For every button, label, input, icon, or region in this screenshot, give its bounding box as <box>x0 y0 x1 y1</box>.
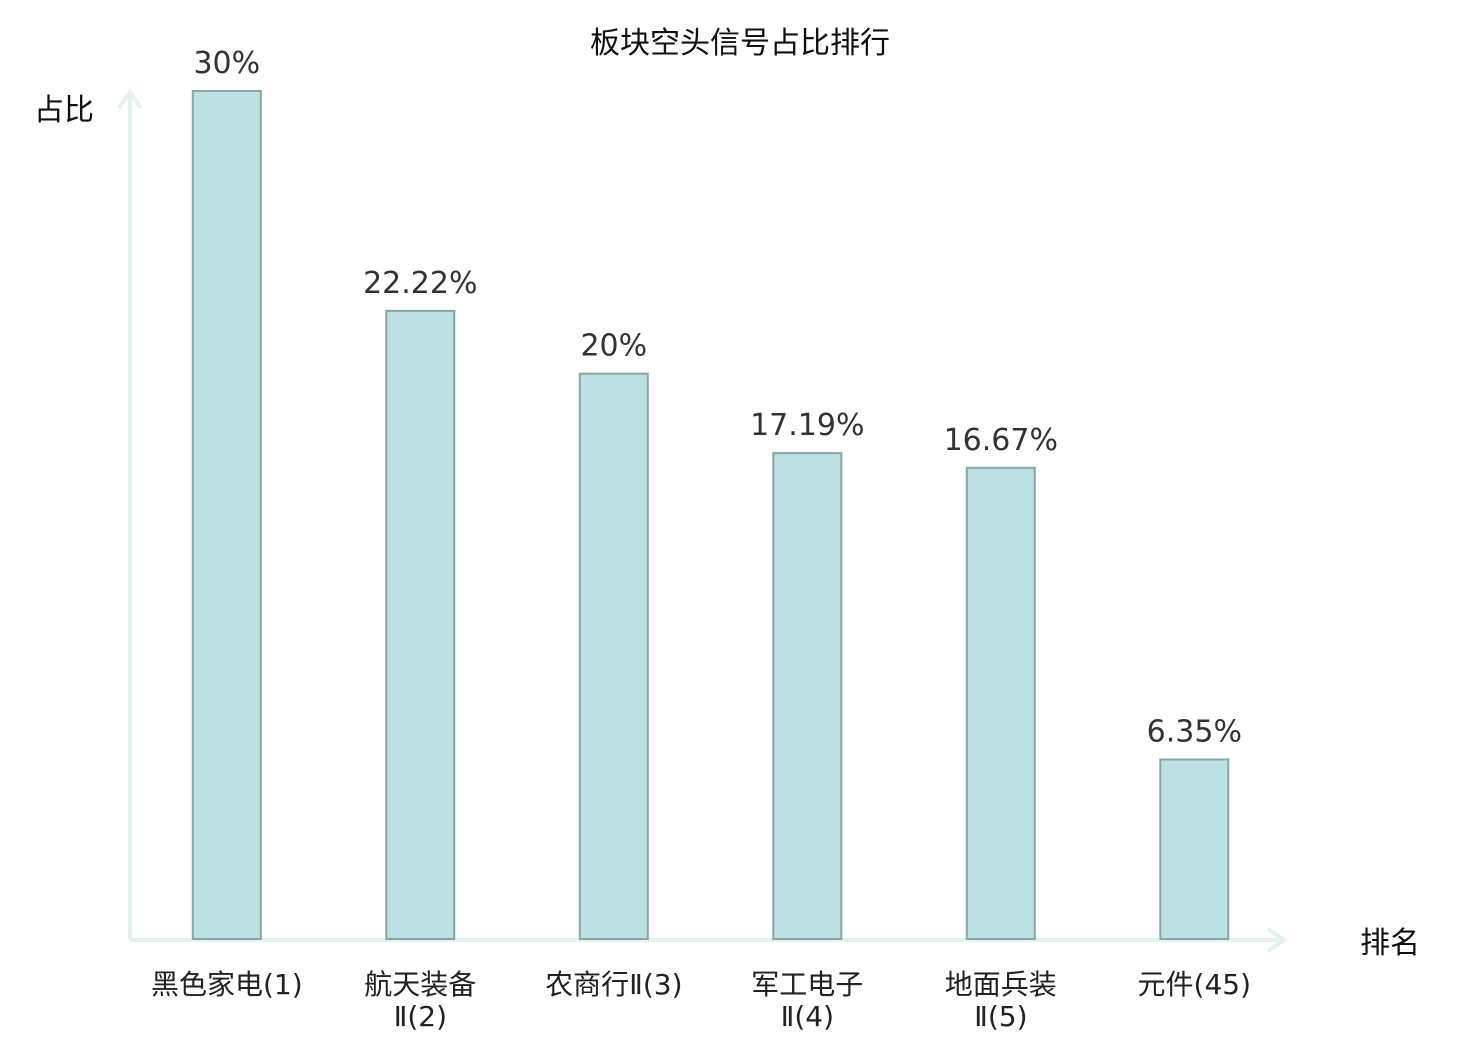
category-label: Ⅱ(2) <box>394 1000 447 1033</box>
x-axis-arrow-icon <box>1266 927 1288 953</box>
bar <box>1159 758 1230 940</box>
bar <box>578 372 649 940</box>
bar-value-label: 30% <box>193 46 260 81</box>
bar-value-label: 6.35% <box>1147 715 1242 750</box>
category-label: 黑色家电(1) <box>151 968 303 1001</box>
bar <box>965 466 1036 940</box>
y-axis-label: 占比 <box>34 93 94 128</box>
bar <box>385 309 456 940</box>
category-label: 军工电子 <box>751 968 863 1001</box>
bars-group <box>191 90 1230 940</box>
category-label: Ⅱ(4) <box>781 1000 834 1033</box>
category-label: 航天装备 <box>364 968 476 1001</box>
chart-title: 板块空头信号占比排行 <box>590 26 890 61</box>
x-axis <box>130 927 1288 953</box>
value-labels-group: 30% 22.22% 20% 17.19% 16.67% 6.35% <box>193 46 1242 750</box>
category-label: 农商行Ⅱ(3) <box>545 968 682 1001</box>
category-label: Ⅱ(5) <box>974 1000 1027 1033</box>
x-axis-label: 排名 <box>1360 926 1420 961</box>
category-label: 地面兵装 <box>945 968 1057 1001</box>
y-axis-arrow-icon <box>117 88 143 110</box>
bar-value-label: 17.19% <box>750 408 864 443</box>
bar-value-label: 22.22% <box>363 266 477 301</box>
y-axis <box>117 88 143 940</box>
bar <box>191 90 262 940</box>
bar <box>772 452 843 940</box>
bar-value-label: 16.67% <box>944 423 1058 458</box>
bar-value-label: 20% <box>580 329 647 364</box>
category-label-highlighted: 元件(45) <box>1138 968 1251 1001</box>
